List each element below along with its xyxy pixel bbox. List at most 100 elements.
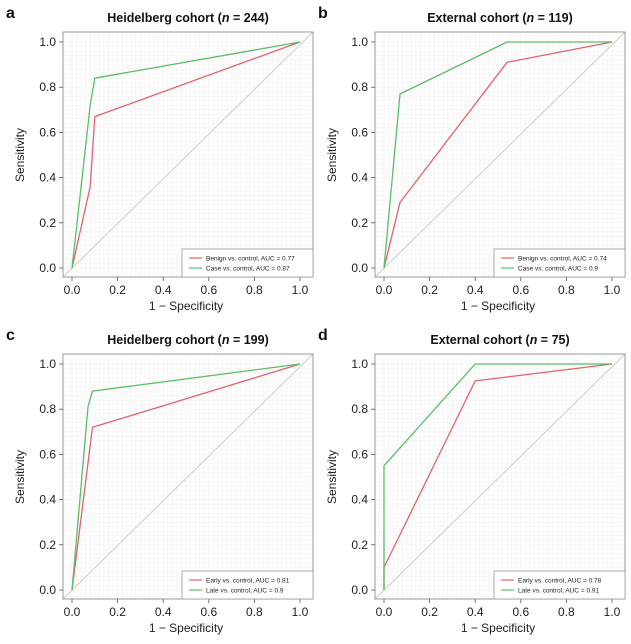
panel-letter: d xyxy=(318,327,328,344)
roc-curve-green xyxy=(71,41,301,269)
chart-title-prefix: Heidelberg cohort ( xyxy=(107,11,222,25)
legend-label: Late vs. control, AUC = 0.9 xyxy=(206,587,284,594)
y-tick-label: 0.8 xyxy=(39,402,56,416)
legend-label: Early vs. control, AUC = 0.81 xyxy=(206,577,290,584)
chart-title-prefix: External cohort ( xyxy=(430,333,530,347)
chart-title-n: n xyxy=(530,333,538,347)
y-tick-label: 0.8 xyxy=(351,402,368,416)
panel-letter: b xyxy=(318,5,328,22)
x-tick-label: 0.6 xyxy=(200,605,217,619)
chart-title: External cohort (n = 75) xyxy=(430,333,569,347)
panel-b: b External cohort (n = 119) 0.0 0.2 0.4 0.6 0.… xyxy=(312,0,627,322)
x-tick-label: 1.0 xyxy=(292,605,309,619)
x-tick-label: 0.6 xyxy=(512,605,529,619)
legend-box xyxy=(493,248,626,278)
y-tick-label: 0.0 xyxy=(39,261,56,275)
y-tick-label: 0.4 xyxy=(351,171,368,185)
roc-chart-d: d External cohort (n = 75) 0.0 0.2 0.4 0.6 0.8… xyxy=(318,327,626,635)
x-tick-label: 0.2 xyxy=(109,605,126,619)
y-tick-label: 0.2 xyxy=(39,538,56,552)
reference-diagonal xyxy=(62,353,314,600)
y-axis-title: Sensitivity xyxy=(325,450,339,504)
legend-label: Case vs. control, AUC = 0.9 xyxy=(518,265,598,272)
panel-c: c Heidelberg cohort (n = 199) 0.0 0.2 0.4 0.6… xyxy=(0,322,315,644)
y-tick-label: 1.0 xyxy=(351,35,368,49)
y-axis-title: Sensitivity xyxy=(325,128,339,182)
chart-title-n: n xyxy=(222,333,230,347)
y-tick-label: 0.2 xyxy=(351,216,368,230)
roc-curve-green xyxy=(383,41,612,269)
x-tick-label: 0.0 xyxy=(376,283,393,297)
chart-title-suffix: = 75) xyxy=(537,333,569,347)
legend-box xyxy=(181,248,314,278)
x-tick-label: 0.4 xyxy=(467,283,484,297)
chart-title: External cohort (n = 119) xyxy=(427,11,573,25)
chart-title: Heidelberg cohort (n = 244) xyxy=(107,11,269,25)
roc-curve-red xyxy=(71,363,301,591)
x-tick-label: 0.8 xyxy=(558,605,575,619)
y-tick-label: 0.4 xyxy=(39,171,56,185)
chart-title: Heidelberg cohort (n = 199) xyxy=(107,333,269,347)
y-tick-label: 0.6 xyxy=(351,125,368,139)
chart-title-suffix: = 199) xyxy=(229,333,268,347)
roc-chart-b: b External cohort (n = 119) 0.0 0.2 0.4 0.6 0.… xyxy=(318,5,626,313)
panel-d: d External cohort (n = 75) 0.0 0.2 0.4 0.6 0.8… xyxy=(312,322,627,644)
y-tick-label: 0.6 xyxy=(39,125,56,139)
x-tick-label: 1.0 xyxy=(292,283,309,297)
y-tick-label: 1.0 xyxy=(39,357,56,371)
legend: Benign vs. control, AUC = 0.74 Case vs. c… xyxy=(493,248,626,278)
x-tick-label: 0.4 xyxy=(467,605,484,619)
roc-curve-red xyxy=(71,41,301,269)
panel-letter: c xyxy=(6,327,15,344)
x-tick-label: 0.2 xyxy=(421,283,438,297)
reference-diagonal xyxy=(374,31,626,278)
y-tick-label: 0.2 xyxy=(39,216,56,230)
legend-label: Case vs. control, AUC = 0.87 xyxy=(206,265,290,272)
legend: Early vs. control, AUC = 0.81 Late vs. co… xyxy=(181,570,314,600)
x-tick-label: 0.6 xyxy=(512,283,529,297)
x-tick-label: 0.2 xyxy=(109,283,126,297)
grid xyxy=(375,32,625,277)
y-tick-label: 0.4 xyxy=(351,493,368,507)
y-tick-label: 0.8 xyxy=(351,80,368,94)
reference-diagonal xyxy=(62,31,314,278)
legend: Early vs. control, AUC = 0.78 Late vs. co… xyxy=(493,570,626,600)
x-tick-label: 0.4 xyxy=(155,605,172,619)
x-tick-label: 0.4 xyxy=(155,283,172,297)
roc-curve-green xyxy=(383,363,612,590)
x-axis-title: 1 − Specificity xyxy=(149,299,223,313)
legend: Benign vs. control, AUC = 0.77 Case vs. c… xyxy=(181,248,314,278)
x-tick-label: 0.0 xyxy=(376,605,393,619)
panel-letter: a xyxy=(6,5,15,22)
x-tick-label: 1.0 xyxy=(604,283,621,297)
x-axis-title: 1 − Specificity xyxy=(461,299,535,313)
chart-title-prefix: Heidelberg cohort ( xyxy=(107,333,222,347)
panel-a: a Heidelberg cohort (n = 244) 0.0 0.2 0.4 0.6… xyxy=(0,0,315,322)
x-tick-label: 0.0 xyxy=(64,283,81,297)
x-tick-label: 0.8 xyxy=(246,283,263,297)
x-tick-label: 0.6 xyxy=(200,283,217,297)
y-tick-label: 0.2 xyxy=(351,538,368,552)
legend-label: Late vs. control, AUC = 0.91 xyxy=(518,587,599,594)
reference-diagonal xyxy=(374,353,626,600)
x-axis-title: 1 − Specificity xyxy=(149,621,223,635)
y-axis-title: Sensitivity xyxy=(13,128,27,182)
y-tick-label: 1.0 xyxy=(39,35,56,49)
y-tick-label: 0.0 xyxy=(39,583,56,597)
x-tick-label: 0.2 xyxy=(421,605,438,619)
chart-title-suffix: = 244) xyxy=(229,11,268,25)
y-tick-label: 1.0 xyxy=(351,357,368,371)
grid xyxy=(63,354,313,599)
roc-curve-red xyxy=(383,41,613,269)
legend-box xyxy=(181,570,314,600)
y-tick-label: 0.0 xyxy=(351,583,368,597)
roc-chart-c: c Heidelberg cohort (n = 199) 0.0 0.2 0.4 0.6… xyxy=(6,327,314,635)
chart-title-suffix: = 119) xyxy=(534,11,573,25)
x-tick-label: 0.0 xyxy=(64,605,81,619)
y-tick-label: 0.6 xyxy=(351,447,368,461)
x-tick-label: 0.8 xyxy=(246,605,263,619)
x-tick-label: 0.8 xyxy=(558,283,575,297)
x-tick-label: 1.0 xyxy=(604,605,621,619)
roc-curve-green xyxy=(71,363,301,591)
legend-label: Benign vs. control, AUC = 0.77 xyxy=(206,255,295,262)
